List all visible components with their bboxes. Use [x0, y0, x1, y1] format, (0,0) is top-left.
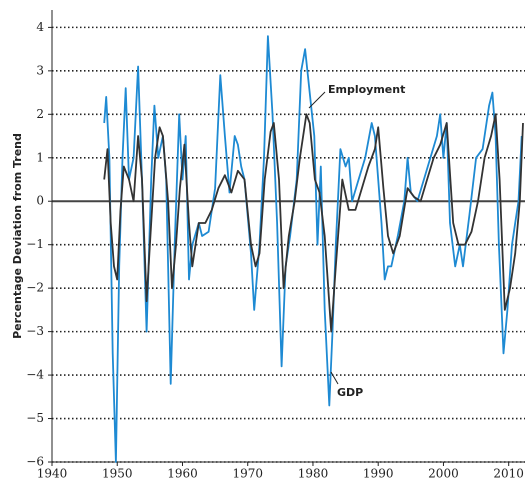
x-tick-label: 1970 — [232, 467, 263, 481]
y-tick-label: 3 — [36, 63, 44, 77]
x-tick-label: 1940 — [37, 467, 68, 481]
leader-line — [330, 371, 339, 385]
y-tick-label: −3 — [26, 324, 44, 338]
series-label: Employment — [328, 83, 405, 96]
x-tick-label: 1990 — [363, 467, 394, 481]
x-tick-label: 1980 — [298, 467, 329, 481]
y-axis-label: Percentage Deviation from Trend — [11, 133, 24, 339]
leader-line — [308, 91, 326, 109]
x-tick-label: 2000 — [428, 467, 459, 481]
series-label: GDP — [337, 386, 363, 399]
x-tick-label: 1960 — [167, 467, 198, 481]
y-tick-label: −1 — [26, 237, 44, 251]
series-line — [103, 35, 523, 463]
y-tick-label: −2 — [26, 281, 44, 295]
y-tick-label: −4 — [26, 368, 44, 382]
x-tick-label: 1950 — [102, 467, 133, 481]
series-line — [103, 113, 524, 333]
y-tick-label: −5 — [26, 411, 44, 425]
y-tick-label: 0 — [36, 194, 44, 208]
x-tick-label: 2010 — [493, 467, 524, 481]
y-tick-label: 4 — [36, 20, 44, 34]
y-tick-label: −6 — [26, 455, 44, 469]
y-tick-label: 1 — [36, 150, 44, 164]
y-tick-label: 2 — [36, 107, 44, 121]
